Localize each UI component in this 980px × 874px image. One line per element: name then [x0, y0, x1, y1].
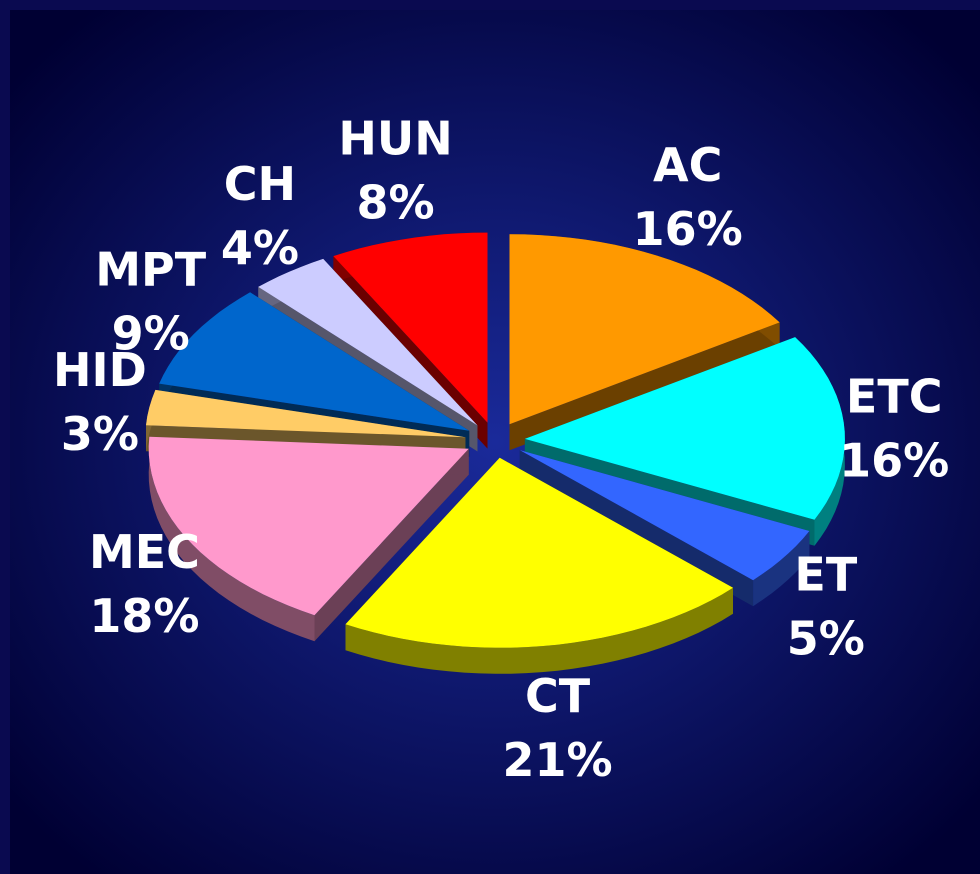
slice-value-label: 8%: [356, 175, 434, 229]
slice-value-label: 3%: [61, 407, 139, 461]
slice: [148, 436, 469, 616]
slice-value-label: 16%: [633, 202, 743, 256]
slice: [519, 450, 810, 581]
slice-value-label: 9%: [112, 306, 190, 360]
pie: [146, 232, 845, 674]
slice-value-label: 21%: [503, 733, 613, 787]
slice-label: ETC: [846, 370, 943, 424]
slice-value-label: 18%: [89, 589, 199, 643]
slice-side: [753, 531, 810, 607]
slice-side: [314, 448, 469, 642]
slice: [159, 292, 470, 431]
slice-side: [509, 322, 780, 451]
slice-label: CT: [525, 669, 591, 723]
slice-label: AC: [653, 138, 722, 192]
slice-value-label: 16%: [839, 434, 949, 488]
slice-side: [148, 436, 315, 642]
slice-value-label: 5%: [787, 612, 865, 666]
slice-label: CH: [224, 157, 296, 211]
slice-label: MEC: [89, 525, 200, 579]
slice: [333, 232, 488, 423]
slice-label: ET: [794, 548, 857, 602]
slice: [345, 457, 733, 648]
slice: [524, 337, 845, 520]
slice: [258, 258, 478, 426]
slice: [509, 234, 780, 425]
slice-label: HID: [53, 343, 147, 397]
slice-side: [345, 587, 733, 674]
slice-label: HUN: [338, 111, 452, 165]
slice-value-label: 4%: [221, 221, 299, 275]
slice: [146, 389, 466, 438]
slice-label: MPT: [95, 242, 206, 296]
